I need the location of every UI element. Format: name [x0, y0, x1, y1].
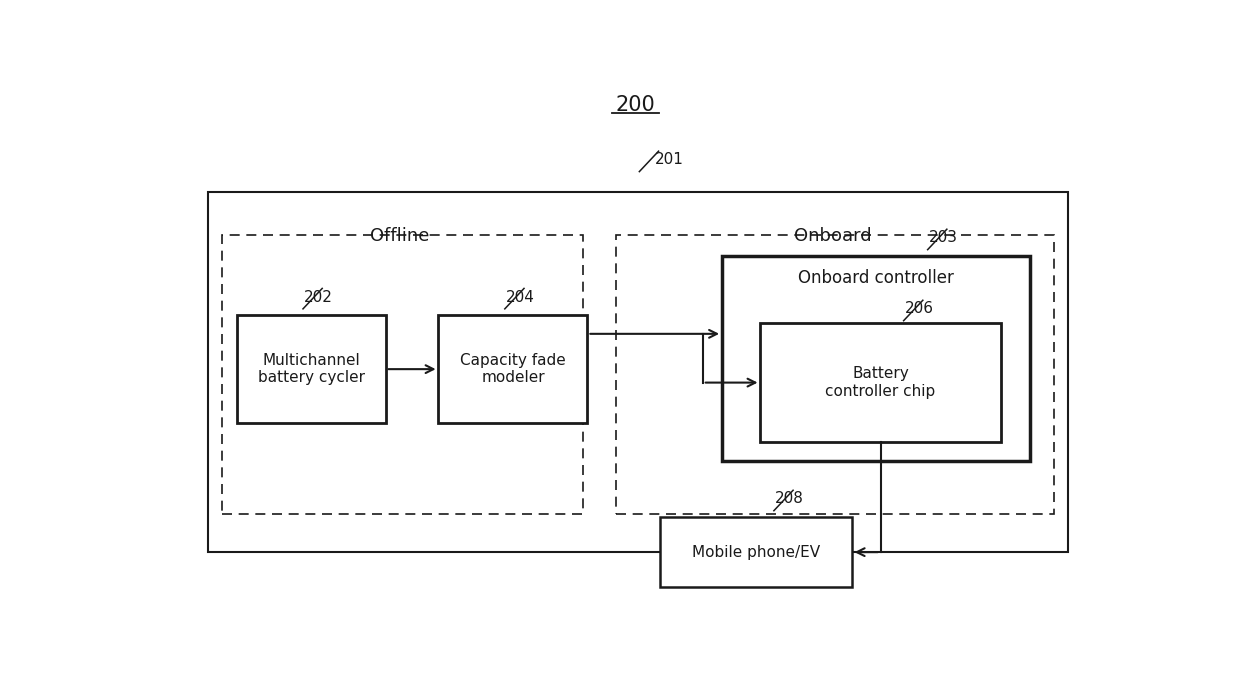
Text: Mobile phone/EV: Mobile phone/EV	[692, 545, 820, 560]
Bar	[722, 256, 1029, 461]
Text: 204: 204	[506, 289, 534, 305]
Text: Multichannel
battery cycler: Multichannel battery cycler	[258, 353, 365, 385]
Text: 203: 203	[929, 231, 957, 245]
Bar	[208, 192, 1068, 552]
Text: Battery
controller chip: Battery controller chip	[826, 366, 936, 399]
Bar	[222, 235, 583, 514]
Text: Capacity fade
modeler: Capacity fade modeler	[460, 353, 565, 385]
Text: 202: 202	[304, 289, 332, 305]
Text: 201: 201	[655, 152, 683, 167]
Bar	[760, 324, 1001, 442]
Text: 208: 208	[775, 491, 804, 506]
Bar	[439, 315, 588, 423]
Text: Offline: Offline	[371, 227, 430, 245]
Text: Onboard controller: Onboard controller	[797, 268, 954, 287]
Bar	[616, 235, 1054, 514]
Bar	[660, 517, 852, 587]
Bar	[237, 315, 386, 423]
Text: 206: 206	[904, 301, 934, 317]
Text: 200: 200	[615, 95, 656, 115]
Text: Onboard: Onboard	[794, 227, 872, 245]
